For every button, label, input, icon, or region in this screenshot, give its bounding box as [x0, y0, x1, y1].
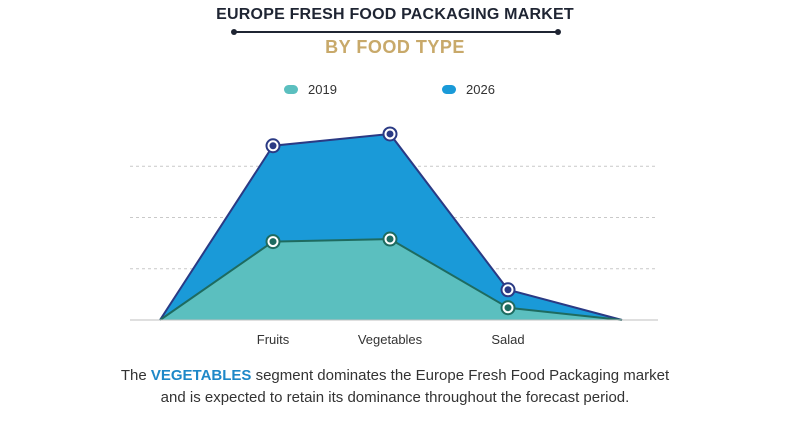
marker-dot-2019-fruits [269, 238, 277, 246]
caption-line-1: The VEGETABLES segment dominates the Eur… [0, 365, 790, 387]
marker-dot-2026-salad [504, 286, 512, 294]
caption-line-2: and is expected to retain its dominance … [160, 389, 630, 406]
x-tick-label-vegetables: Vegetables [358, 332, 423, 347]
marker-dot-2019-vegetables [386, 235, 394, 243]
title-underline-dot-left [231, 29, 237, 35]
marker-dot-2026-vegetables [386, 130, 394, 138]
title-underline-dot-right [555, 29, 561, 35]
legend-swatch-2019 [284, 85, 298, 94]
area-chart: Fruits Vegetables Salad [130, 126, 658, 347]
caption-line1-rest: segment dominates the Europe Fresh Food … [251, 367, 670, 384]
legend-item-2026: 2026 [442, 82, 495, 97]
marker-dot-2026-fruits [269, 142, 277, 150]
caption-highlight: VEGETABLES [150, 367, 252, 384]
legend-swatch-2026 [442, 85, 456, 94]
legend-item-2019: 2019 [284, 82, 337, 97]
chart-subtitle: BY FOOD TYPE [325, 37, 465, 57]
chart-title: EUROPE FRESH FOOD PACKAGING MARKET [216, 6, 574, 23]
area-2019 [160, 239, 622, 320]
legend-label-2026: 2026 [466, 82, 495, 97]
marker-dot-2019-salad [504, 304, 512, 312]
title-underline [234, 31, 558, 33]
chart-caption: The VEGETABLES segment dominates the Eur… [0, 365, 790, 409]
caption-prefix: The [120, 367, 151, 384]
legend-label-2019: 2019 [308, 82, 337, 97]
x-tick-label-fruits: Fruits [257, 332, 290, 347]
x-tick-label-salad: Salad [491, 332, 524, 347]
